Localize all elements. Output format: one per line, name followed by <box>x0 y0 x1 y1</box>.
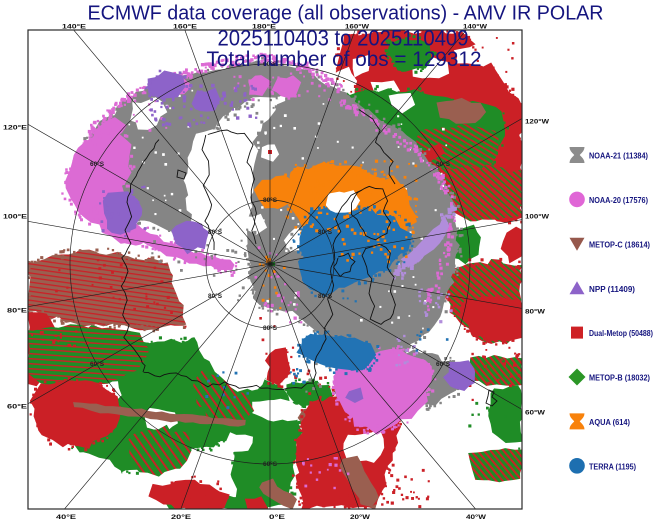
svg-text:80°S: 80°S <box>263 197 277 204</box>
svg-text:METOP-B (18032): METOP-B (18032) <box>589 374 650 383</box>
svg-text:20°W: 20°W <box>350 513 371 521</box>
svg-text:NPP (11409): NPP (11409) <box>589 285 635 294</box>
svg-text:140°W: 140°W <box>463 23 488 31</box>
svg-text:METOP-C (18614): METOP-C (18614) <box>589 240 650 249</box>
svg-text:20°E: 20°E <box>171 513 192 521</box>
svg-text:60°S: 60°S <box>263 61 277 68</box>
svg-text:80°S: 80°S <box>208 293 222 300</box>
svg-text:80°S: 80°S <box>318 229 332 236</box>
svg-text:80°S: 80°S <box>318 293 332 300</box>
svg-text:40°W: 40°W <box>466 513 487 521</box>
svg-text:160°E: 160°E <box>173 23 198 31</box>
svg-text:180°E: 180°E <box>252 23 277 31</box>
svg-text:60°S: 60°S <box>90 361 104 368</box>
svg-text:80°E: 80°E <box>7 307 28 315</box>
svg-text:80°W: 80°W <box>525 308 546 316</box>
svg-text:100°E: 100°E <box>3 213 28 221</box>
svg-text:NOAA-20 (17576): NOAA-20 (17576) <box>589 196 648 205</box>
svg-text:80°S: 80°S <box>208 229 222 236</box>
svg-text:0°E: 0°E <box>269 513 286 521</box>
svg-text:TERRA (1195): TERRA (1195) <box>589 462 636 471</box>
svg-text:60°S: 60°S <box>436 161 450 168</box>
svg-text:60°W: 60°W <box>525 409 546 417</box>
svg-text:120°E: 120°E <box>3 124 28 132</box>
svg-text:160°W: 160°W <box>345 23 370 31</box>
svg-text:140°E: 140°E <box>62 23 87 31</box>
svg-text:40°E: 40°E <box>56 513 77 521</box>
svg-text:120°W: 120°W <box>525 118 550 126</box>
svg-text:2025110403 to 2025110409: 2025110403 to 2025110409 <box>218 26 469 51</box>
svg-text:60°S: 60°S <box>263 461 277 468</box>
svg-text:60°S: 60°S <box>90 161 104 168</box>
svg-text:ECMWF data coverage (all obser: ECMWF data coverage (all observations) -… <box>88 2 604 24</box>
svg-text:60°S: 60°S <box>436 361 450 368</box>
svg-text:60°E: 60°E <box>7 403 28 411</box>
svg-text:AQUA (614): AQUA (614) <box>589 418 630 427</box>
svg-text:NOAA-21 (11384): NOAA-21 (11384) <box>589 152 648 161</box>
svg-text:Total number of obs = 129312: Total number of obs = 129312 <box>207 47 482 71</box>
svg-text:80°S: 80°S <box>263 325 277 332</box>
svg-text:Dual-Metop (50488): Dual-Metop (50488) <box>589 329 653 338</box>
svg-text:100°W: 100°W <box>525 213 550 221</box>
